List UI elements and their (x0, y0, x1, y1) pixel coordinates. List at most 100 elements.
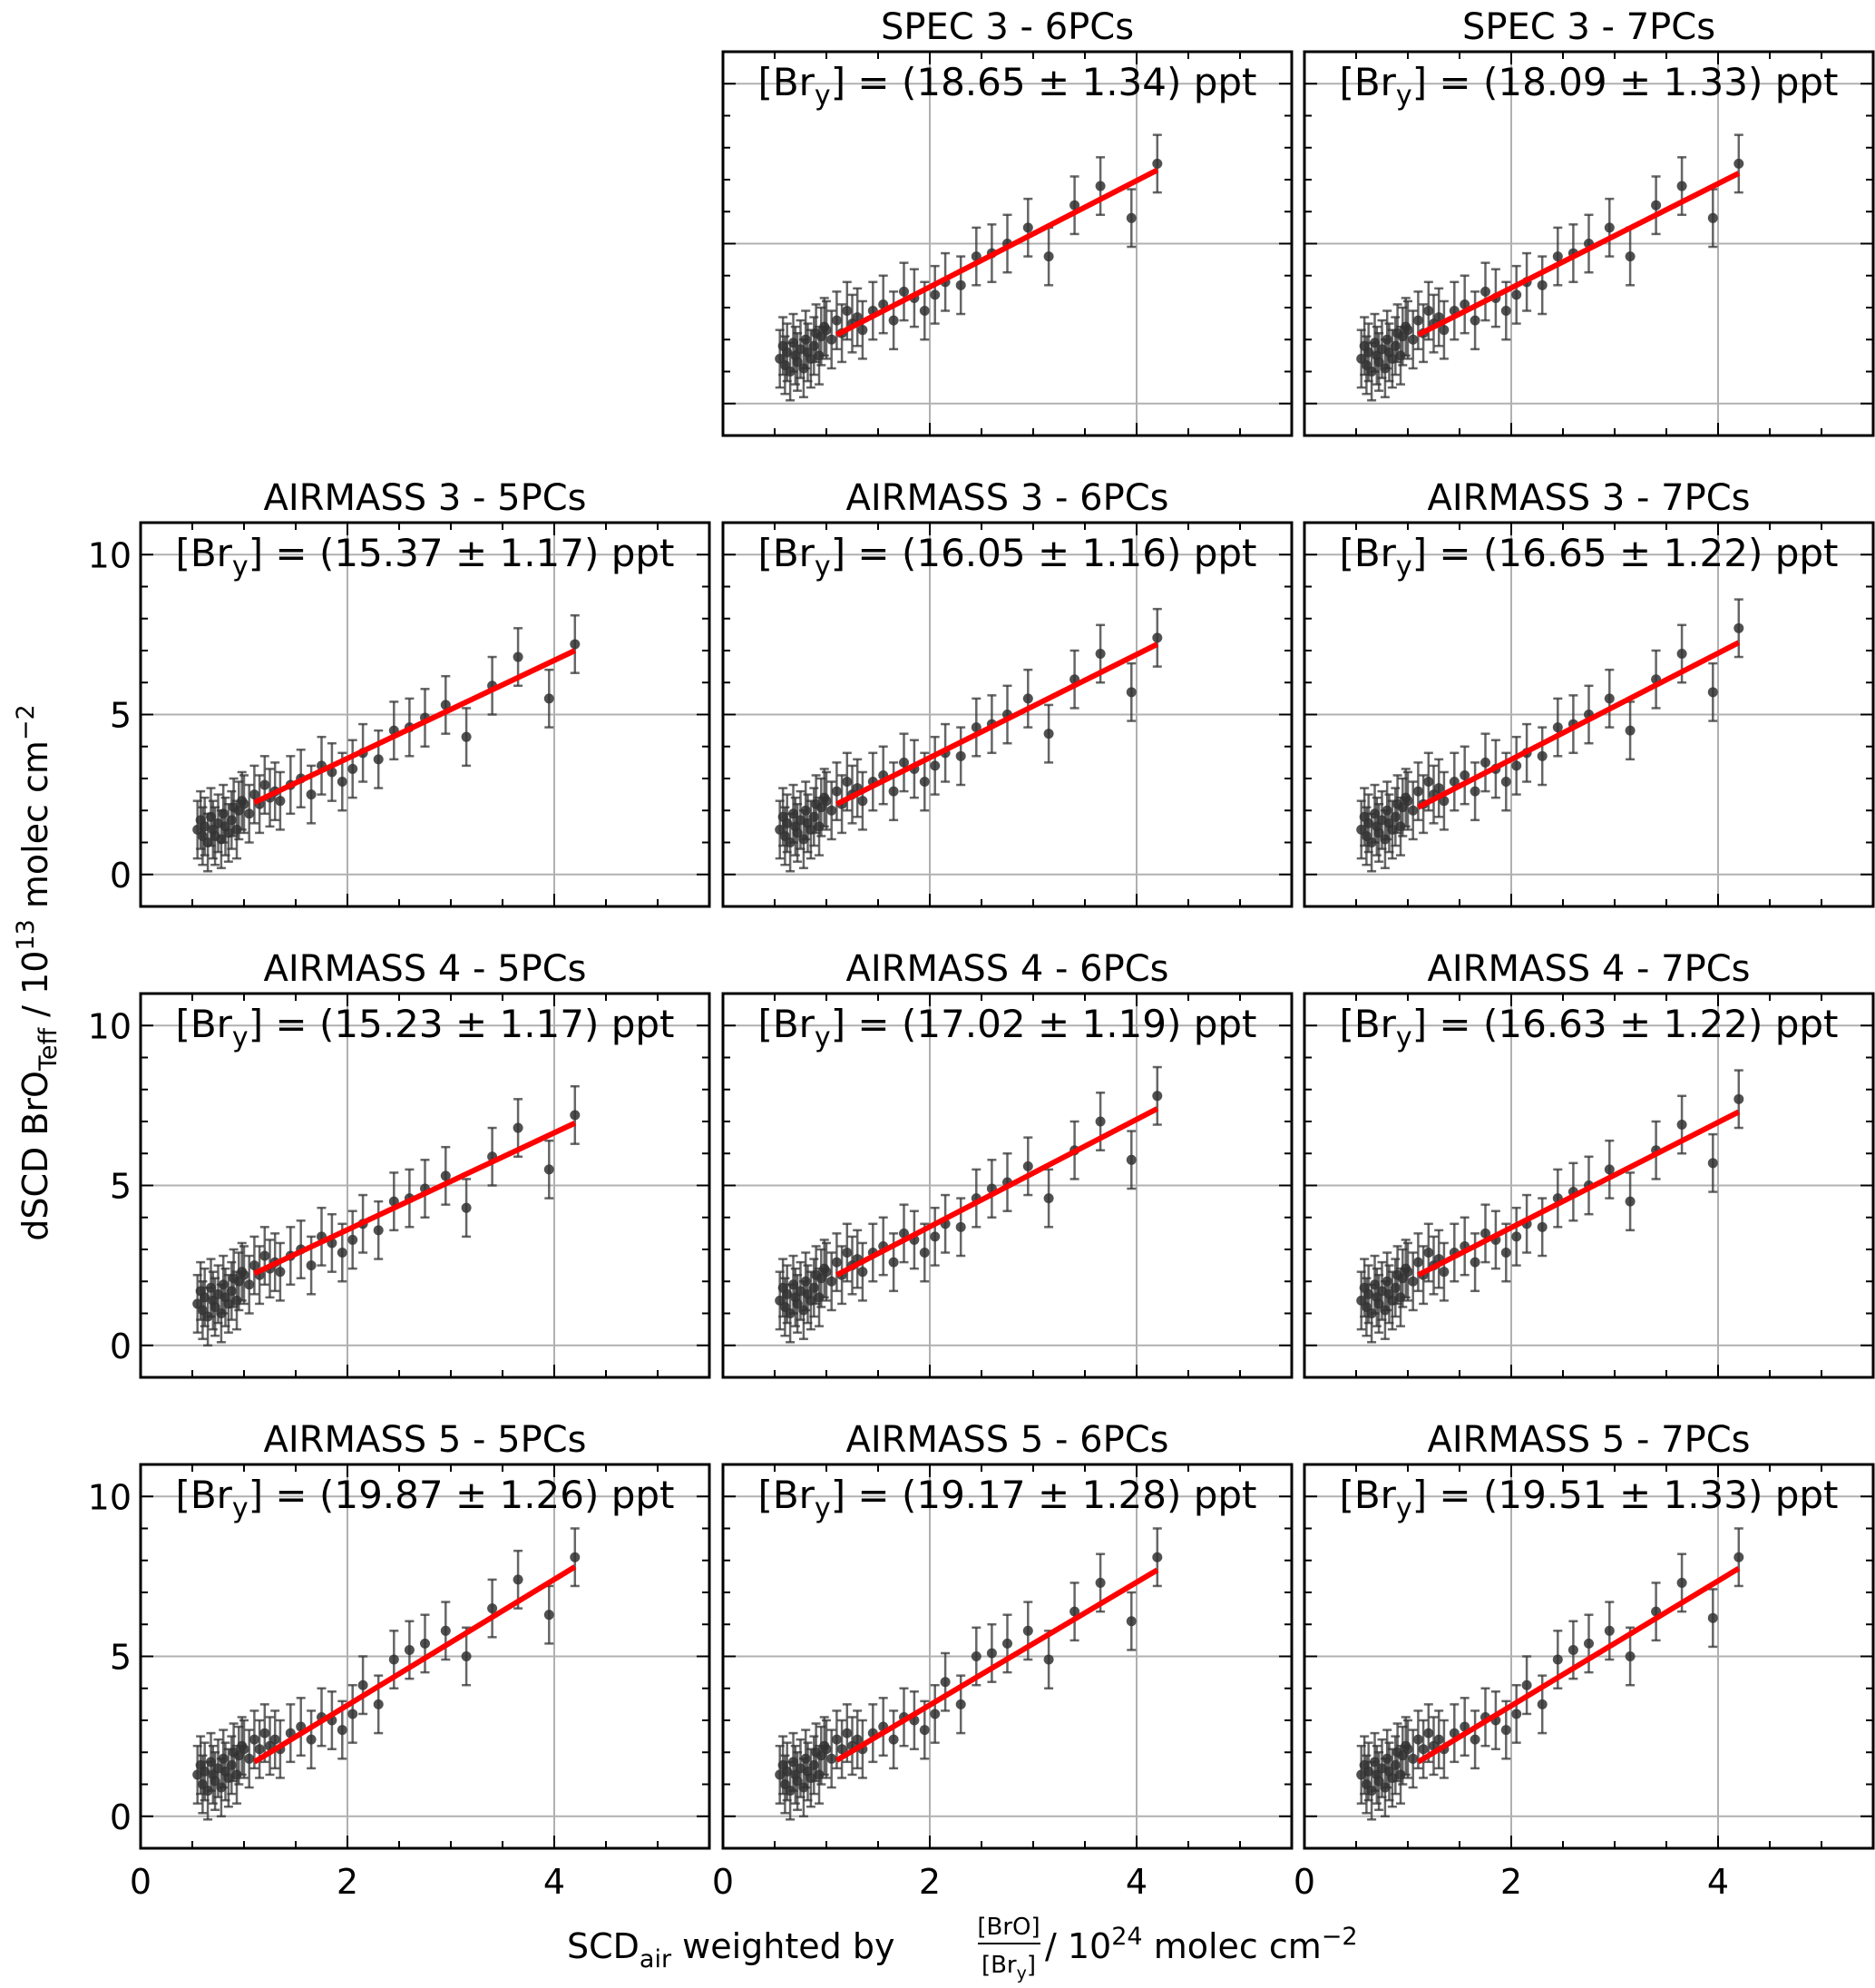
point-marker (420, 1638, 430, 1649)
data-point (1022, 1601, 1033, 1661)
data-point (930, 264, 941, 325)
panel-annotation: [Bry] = (15.37 ± 1.17) ppt (175, 531, 674, 583)
panel-10: AIRMASS 5 - 6PCs [Bry] = (19.17 ± 1.28) p… (712, 1419, 1294, 1902)
data-point (1460, 1697, 1470, 1758)
data-point (1126, 1130, 1137, 1190)
data-point (1043, 1168, 1054, 1229)
panel-annotation: [Bry] = (16.63 ± 1.22) ppt (1339, 1002, 1838, 1053)
data-point (420, 1613, 430, 1674)
data-point (1480, 1203, 1490, 1264)
data-point (909, 1209, 920, 1270)
y-tick-label: 5 (110, 1167, 132, 1207)
point-marker (971, 722, 981, 733)
point-marker (800, 805, 811, 816)
point-marker (831, 786, 842, 797)
fit-line (835, 167, 1159, 338)
data-point (440, 1601, 451, 1661)
data-point (1625, 226, 1636, 287)
point-marker (1537, 1699, 1548, 1709)
panel-frame (721, 992, 1294, 1379)
data-point (259, 1226, 270, 1287)
data-point (1095, 156, 1106, 217)
point-marker (306, 1260, 317, 1271)
panel-3: AIRMASS 3 - 5PCs [Bry] = (15.37 ± 1.17) p… (88, 477, 711, 908)
data-point (327, 1690, 337, 1750)
point-marker (888, 1734, 899, 1745)
data-point (1480, 261, 1490, 322)
data-point (1412, 1232, 1423, 1293)
point-marker (570, 1110, 581, 1121)
panel-annotation: [Bry] = (15.23 ± 1.17) ppt (175, 1002, 674, 1053)
point-marker (543, 1164, 554, 1175)
data-point (259, 755, 270, 816)
data-point (831, 290, 842, 351)
data-point (275, 770, 286, 831)
data-point (986, 1159, 997, 1219)
panel-annotation: [Bry] = (19.17 ± 1.28) ppt (757, 1473, 1256, 1524)
point-marker (244, 1279, 255, 1290)
point-marker (888, 1257, 899, 1268)
point-marker (930, 289, 941, 300)
point-marker (852, 312, 863, 323)
data-point (1707, 661, 1718, 722)
data-point (440, 1145, 451, 1206)
point-marker (1382, 805, 1392, 816)
point-marker (1439, 1267, 1450, 1278)
data-point (1625, 1171, 1636, 1232)
data-point (1500, 751, 1511, 812)
point-marker (1439, 796, 1450, 807)
data-point (1423, 280, 1434, 341)
point-marker (930, 1709, 941, 1719)
fit-line (253, 648, 577, 806)
data-point (285, 1703, 296, 1764)
point-marker (254, 1744, 265, 1755)
point-marker (570, 1552, 581, 1562)
data-point (1707, 188, 1718, 249)
point-marker (826, 334, 837, 345)
panel-frame (1303, 50, 1875, 437)
data-point (513, 627, 523, 688)
point-marker (1470, 1257, 1480, 1268)
panel-title: AIRMASS 3 - 7PCs (1428, 477, 1751, 519)
data-point (1152, 133, 1163, 194)
data-point (1651, 1582, 1662, 1642)
point-marker (1707, 212, 1718, 223)
point-marker (1152, 1552, 1163, 1562)
data-point (347, 739, 358, 799)
point-marker (1126, 687, 1137, 698)
point-marker (543, 1610, 554, 1621)
point-marker (1390, 1282, 1401, 1293)
point-marker (1095, 181, 1106, 191)
fit-line (253, 1121, 577, 1277)
point-marker (1651, 200, 1662, 211)
data-point (388, 1171, 399, 1232)
data-point (1537, 1197, 1548, 1258)
panel-annotation: [Bry] = (19.51 ± 1.33) ppt (1339, 1473, 1838, 1524)
point-marker (930, 1231, 941, 1242)
data-point (1584, 1613, 1594, 1674)
fit-line (835, 1567, 1159, 1763)
point-marker (821, 796, 832, 807)
point-marker (1500, 306, 1511, 317)
data-point (867, 751, 878, 812)
data-point (373, 1200, 384, 1260)
point-marker (899, 286, 909, 297)
data-point (940, 1193, 951, 1254)
data-point (930, 1683, 941, 1744)
point-marker (306, 1734, 317, 1745)
data-point (821, 770, 832, 831)
data-point (1387, 1270, 1398, 1331)
point-marker (1423, 1248, 1434, 1258)
data-point (1651, 649, 1662, 710)
data-point (461, 1626, 472, 1687)
point-marker (1470, 786, 1480, 797)
data-point (239, 1719, 249, 1779)
point-marker (1126, 212, 1137, 223)
data-point (1584, 684, 1594, 745)
x-tick-label: 4 (1126, 1862, 1147, 1902)
point-marker (800, 1753, 811, 1764)
point-marker (373, 1699, 384, 1709)
point-marker (1552, 722, 1563, 733)
data-point (265, 1716, 275, 1777)
data-point (852, 1709, 863, 1770)
